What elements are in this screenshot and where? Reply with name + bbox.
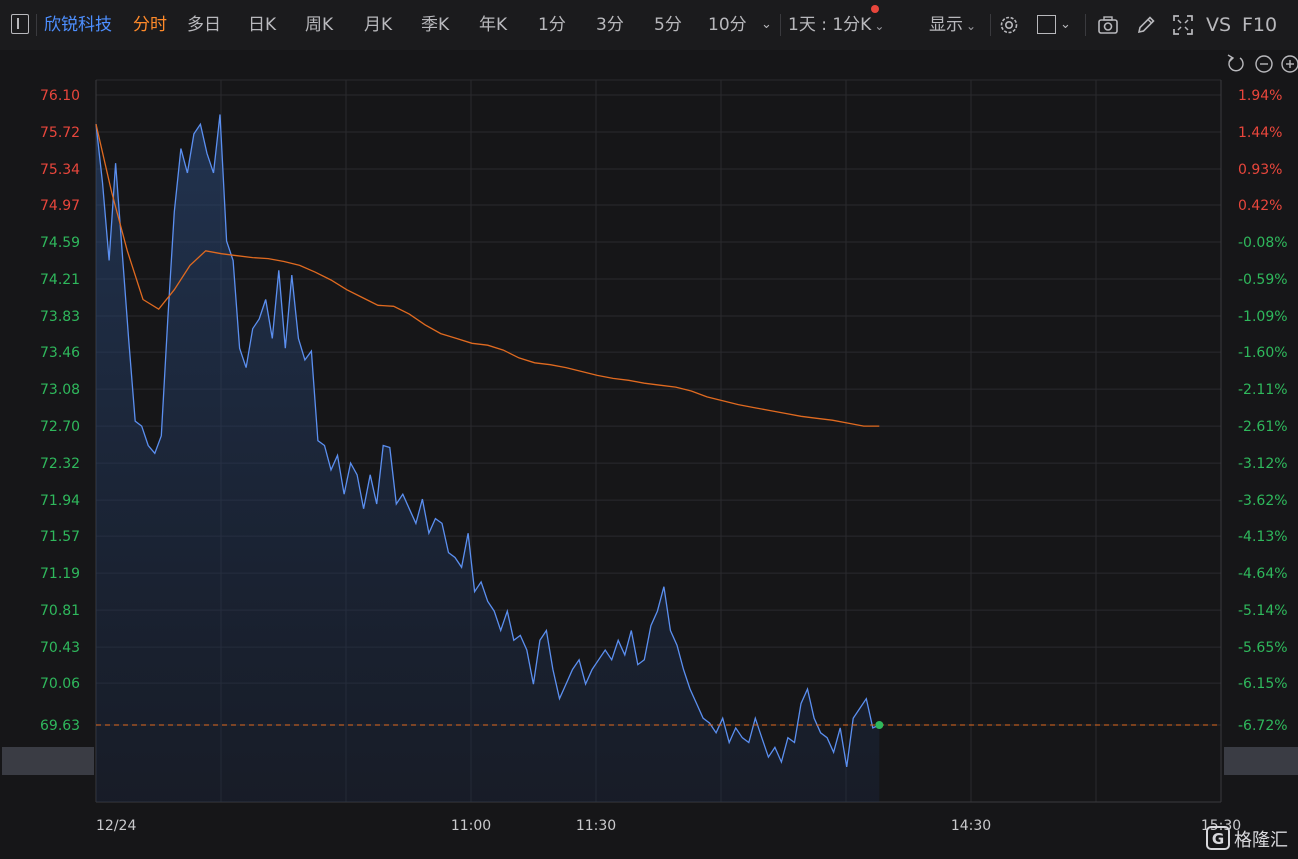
tab-monthly-k[interactable]: 月K [364,15,393,35]
price-tick-label: 74.21 [40,272,80,288]
percent-tick-label: -5.14% [1238,603,1288,619]
percent-tick-label: -1.60% [1238,345,1288,361]
price-tick-label: 76.10 [40,88,80,104]
intraday-chart[interactable]: 76.10 75.72 75.34 74.97 74.59 74.21 73.83 73.46… [0,50,1298,859]
notification-dot-icon [871,5,879,13]
zoom-in-icon[interactable] [1281,55,1298,73]
tab-intraday[interactable]: 分时 [133,15,167,35]
price-tick-label: 73.08 [40,382,80,398]
time-tick-label: 12/24 [96,818,136,834]
percent-tick-label: -2.61% [1238,419,1288,435]
toolbar: 欣锐科技 分时 多日 日K 周K 月K 季K 年K 1分 3分 5分 10分 ⌄… [0,0,1298,50]
price-tick-label: 71.19 [40,566,80,582]
current-pct-badge [1224,747,1298,775]
percent-tick-label: -6.72% [1238,718,1288,734]
percent-tick-label: -6.15% [1238,676,1288,692]
watermark-logo-icon [1206,826,1230,850]
percent-tick-label: -3.12% [1238,456,1288,472]
price-tick-label: 72.32 [40,456,80,472]
zoom-out-icon[interactable] [1255,55,1273,73]
price-tick-label: 75.34 [40,162,80,178]
watermark: G 格隆汇 [1206,826,1288,851]
panel-toggle-icon[interactable] [11,14,29,34]
percent-tick-label: -0.08% [1238,235,1288,251]
period-selector-label: 1天 : 1分K [788,15,872,35]
watermark-logo-letter: G [1212,830,1224,848]
time-tick-label: 11:30 [576,818,616,834]
more-periods-chevron-icon[interactable]: ⌄ [761,17,772,32]
display-chevron-icon: ⌄ [966,19,977,33]
percent-tick-label: 1.94% [1238,88,1282,104]
watermark-text: 格隆汇 [1234,830,1288,851]
price-axis: 76.10 75.72 75.34 74.97 74.59 74.21 73.83 73.46… [40,88,80,734]
price-tick-label: 72.70 [40,419,80,435]
tab-3min[interactable]: 3分 [596,15,624,35]
average-line [95,124,880,427]
stock-name[interactable]: 欣锐科技 [44,15,112,35]
percent-tick-label: -2.11% [1238,382,1288,398]
camera-icon[interactable] [1097,14,1119,36]
price-tick-label: 71.94 [40,493,80,509]
gear-icon[interactable] [998,14,1020,36]
vs-button[interactable]: VS [1206,14,1232,36]
display-menu[interactable]: 显示 ⌄ [929,12,976,39]
tab-daily-k[interactable]: 日K [248,15,277,35]
price-tick-label: 74.97 [40,198,80,214]
display-menu-label: 显示 [929,15,963,35]
price-tick-label: 73.83 [40,309,80,325]
price-tick-label: 75.72 [40,125,80,141]
price-area [96,114,880,802]
tab-1min[interactable]: 1分 [538,15,566,35]
tab-quarterly-k[interactable]: 季K [421,15,450,35]
price-tick-label: 70.43 [40,640,80,656]
pencil-icon[interactable] [1135,14,1157,36]
price-tick-label: 74.59 [40,235,80,251]
price-tick-label: 70.06 [40,676,80,692]
percent-tick-label: -5.65% [1238,640,1288,656]
current-price-badge [2,747,94,775]
layout-chevron-icon[interactable]: ⌄ [1060,17,1071,32]
percent-tick-label: -3.62% [1238,493,1288,509]
zoom-controls [1227,54,1298,73]
current-price-dot [875,720,884,729]
tab-5min[interactable]: 5分 [654,15,682,35]
reset-zoom-icon[interactable] [1227,54,1244,72]
tab-10min[interactable]: 10分 [708,15,747,35]
tab-multi-day[interactable]: 多日 [187,15,221,35]
percent-tick-label: 1.44% [1238,125,1282,141]
percent-tick-label: -4.64% [1238,566,1288,582]
percent-axis: 1.94% 1.44% 0.93% 0.42% -0.08% -0.59% -1.09% -1… [1238,88,1288,734]
percent-tick-label: 0.93% [1238,162,1282,178]
price-tick-label: 71.57 [40,529,80,545]
tab-weekly-k[interactable]: 周K [305,15,334,35]
price-line [95,114,880,768]
period-chevron-icon: ⌄ [874,19,885,33]
fullscreen-icon[interactable] [1172,14,1194,36]
price-tick-label: 69.63 [40,718,80,734]
time-tick-label: 11:00 [451,818,491,834]
percent-tick-label: -0.59% [1238,272,1288,288]
time-axis: 12/24 11:00 11:30 14:30 15:30 [96,818,1241,834]
price-tick-label: 73.46 [40,345,80,361]
tab-yearly-k[interactable]: 年K [479,15,508,35]
percent-tick-label: 0.42% [1238,198,1282,214]
time-tick-label: 14:30 [951,818,991,834]
percent-tick-label: -4.13% [1238,529,1288,545]
period-selector[interactable]: 1天 : 1分K ⌄ [788,12,884,39]
f10-button[interactable]: F10 [1242,14,1278,36]
price-tick-label: 70.81 [40,603,80,619]
percent-tick-label: -1.09% [1238,309,1288,325]
layout-square-icon[interactable] [1037,15,1056,34]
